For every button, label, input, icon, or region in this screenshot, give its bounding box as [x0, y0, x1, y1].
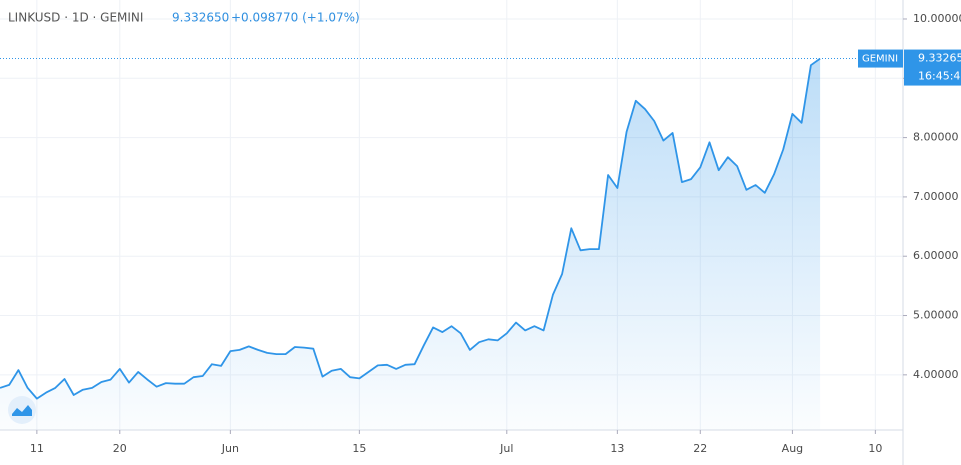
- x-tick-label: 15: [352, 442, 366, 455]
- x-tick-label: 22: [693, 442, 707, 455]
- price-change: +0.098770 (+1.07%): [231, 11, 360, 25]
- y-tick-label: 8.00000: [913, 131, 959, 144]
- x-tick-label: 13: [610, 442, 624, 455]
- exchange-tag-bg: [858, 49, 903, 68]
- exchange-tag: GEMINI: [862, 54, 898, 65]
- x-tick-label: 20: [113, 442, 127, 455]
- logo-icon[interactable]: [12, 405, 32, 416]
- area-fill: [0, 58, 821, 430]
- x-tick-label: 10: [868, 442, 882, 455]
- y-tick-label: 7.00000: [913, 190, 959, 203]
- logo[interactable]: [8, 396, 36, 424]
- x-tick-label: Jun: [221, 442, 239, 455]
- x-tick-label: Jul: [499, 442, 513, 455]
- x-tick-label: 11: [30, 442, 44, 455]
- logo-badge[interactable]: [8, 396, 36, 424]
- y-tick-label: 6.00000: [913, 249, 959, 262]
- countdown-tag: 16:45:4: [918, 70, 960, 83]
- price-line: [0, 57, 821, 400]
- y-tick-label: 5.00000: [913, 309, 959, 322]
- last-price: 9.332650: [172, 11, 229, 25]
- price-tag: 9.332650: [918, 52, 961, 65]
- y-tick-label: 10.00000: [913, 12, 961, 25]
- price-tag-bg: [904, 49, 961, 86]
- symbol-title: LINKUSD · 1D · GEMINI: [8, 11, 143, 25]
- y-tick-label: 4.00000: [913, 368, 959, 381]
- x-tick-label: Aug: [782, 442, 803, 455]
